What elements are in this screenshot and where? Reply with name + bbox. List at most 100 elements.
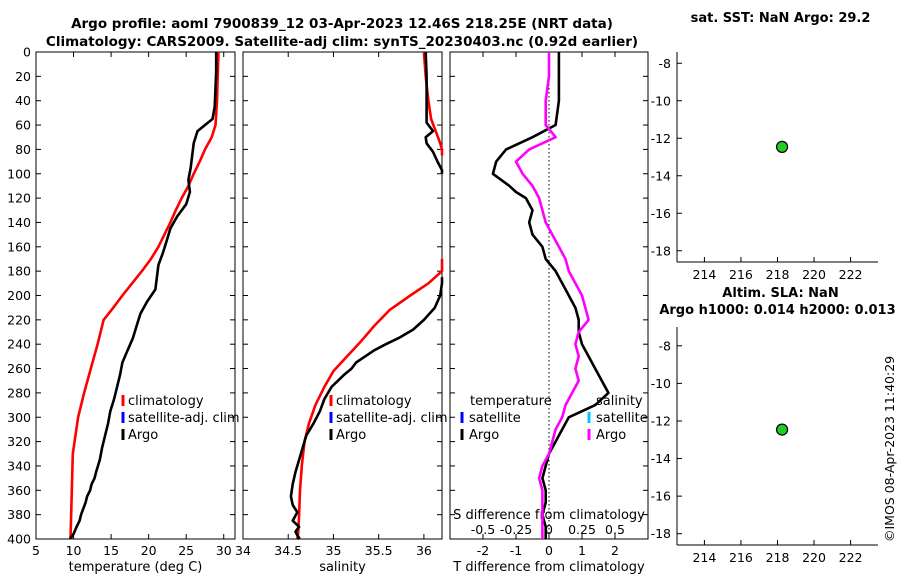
depth-tick-label: 360: [7, 483, 31, 498]
title-line-2: Climatology: CARS2009. Satellite-adj cli…: [46, 34, 638, 50]
depth-tick-label: 340: [7, 458, 31, 473]
sst_map-ytick-label: -14: [651, 168, 671, 183]
sst-map-panel: sat. SST: NaN Argo: 29.2 -8 -10 -12 -14 -16 -1…: [651, 11, 878, 282]
depth-tick-label: 120: [7, 191, 31, 206]
top-axis-label: S difference from climatology: [453, 508, 645, 523]
imos-timestamp: ©IMOS 08-Apr-2023 11:40:29: [882, 356, 897, 542]
depth-tick-label: 220: [7, 312, 31, 327]
temperature-legend-label: climatology: [128, 394, 204, 409]
sst_map-xtick-label: 218: [766, 267, 790, 282]
difference-panel: -2 -1 0 1 2 T difference from climatology S di…: [449, 51, 649, 575]
top-tick-label: 0.25: [568, 522, 596, 537]
salinity-xtick-label: 35.5: [365, 543, 393, 558]
depth-tick-label: 200: [7, 288, 31, 303]
salinity-legend-label: Argo: [336, 428, 366, 443]
difference-xtick-label: 1: [578, 543, 586, 558]
depth-tick-label: 180: [7, 264, 31, 279]
depth-tick-label: 40: [15, 93, 31, 108]
depth-tick-label: 20: [15, 69, 31, 84]
depth-tick-label: 400: [7, 532, 31, 547]
salinity-series-argo: [424, 51, 444, 174]
temperature-xtick-label: 30: [216, 543, 232, 558]
difference-series-s-diff-argo: [514, 52, 590, 539]
temperature-panel: 5 10 15 20 25 30 temperature (deg C) 0 20 40 60 80 1…: [7, 45, 239, 576]
depth-tick-label: 300: [7, 410, 31, 425]
temperature-xtick-label: 15: [103, 543, 119, 558]
sst_map-ytick-label: -8: [659, 56, 672, 71]
sst_map-argo-position-marker: [775, 140, 789, 153]
top-tick-label: -0.25: [500, 522, 532, 537]
temperature-xtick-label: 10: [66, 543, 82, 558]
sla_map-ytick-label: -16: [651, 489, 671, 504]
difference-xtick-label: 0: [545, 543, 553, 558]
legend-left-title: temperature: [470, 394, 552, 409]
temperature-xtick-label: 25: [178, 543, 194, 558]
legend-right-label: Argo: [596, 428, 626, 443]
temperature-xtick-label: 20: [141, 543, 157, 558]
sla_map-title2: Argo h1000: 0.014 h2000: 0.013: [659, 303, 895, 318]
depth-tick-label: 160: [7, 239, 31, 254]
sst_map-ytick-label: -16: [651, 206, 671, 221]
sst_map-ytick-label: -12: [651, 131, 671, 146]
sla_map-ytick-label: -18: [651, 526, 671, 541]
depth-tick-label: 240: [7, 337, 31, 352]
sst_map-ytick-label: -18: [651, 243, 671, 258]
legend-right-title: salinity: [596, 394, 643, 409]
salinity-series-climatology-deep: [296, 259, 444, 540]
depth-tick-label: 280: [7, 385, 31, 400]
sla-map-panel: Altim. SLA: NaN Argo h1000: 0.014 h2000: …: [651, 286, 896, 565]
sst_map-ytick-label: -10: [651, 93, 671, 108]
salinity-panel: 34 34.5 35 35.5 36 salinity climatology satelli…: [235, 51, 448, 575]
sla_map-ytick-label: -12: [651, 413, 671, 428]
legend-left-label: Argo: [469, 428, 499, 443]
sla_map-xtick-label: 214: [692, 550, 716, 565]
salinity-xtick-label: 36: [416, 543, 432, 558]
sla_map-xtick-label: 220: [802, 550, 826, 565]
temperature-legend-label: Argo: [128, 428, 158, 443]
difference-series-t-diff-argo: [491, 52, 610, 539]
sla_map-xtick-label: 218: [766, 550, 790, 565]
sla_map-ytick-label: -8: [659, 338, 672, 353]
sla_map-argo-position-marker: [775, 423, 789, 436]
difference-xtick-label: -2: [477, 543, 489, 558]
depth-tick-label: 320: [7, 434, 31, 449]
salinity-xtick-label: 34.5: [274, 543, 302, 558]
temperature-xtick-label: 5: [32, 543, 40, 558]
salinity-xtick-label: 35: [326, 543, 342, 558]
top-tick-label: -0.5: [471, 522, 495, 537]
depth-tick-label: 100: [7, 166, 31, 181]
difference-xlabel: T difference from climatology: [452, 560, 645, 575]
sla_map-xtick-label: 216: [729, 550, 753, 565]
title-line-1: Argo profile: aoml 7900839_12 03-Apr-202…: [71, 16, 613, 32]
depth-tick-label: 0: [23, 45, 31, 60]
top-tick-label: 0: [545, 522, 553, 537]
salinity-legend-label: satellite-adj. clim: [336, 411, 448, 426]
temperature-series-climatology: [69, 51, 220, 540]
sla_map-ytick-label: -10: [651, 376, 671, 391]
depth-tick-label: 260: [7, 361, 31, 376]
salinity-xtick-label: 34: [235, 543, 251, 558]
sla_map-ytick-label: -14: [651, 451, 671, 466]
difference-xtick-label: 2: [611, 543, 619, 558]
legend-left-label: satellite: [469, 411, 521, 426]
temperature-xlabel: temperature (deg C): [69, 560, 203, 575]
sst_map-title: sat. SST: NaN Argo: 29.2: [691, 11, 871, 26]
sst_map-xtick-label: 214: [692, 267, 716, 282]
sla_map-xtick-label: 222: [839, 550, 863, 565]
top-tick-label: 0.5: [605, 522, 625, 537]
sla_map-title: Altim. SLA: NaN: [722, 286, 838, 301]
depth-tick-label: 140: [7, 215, 31, 230]
sst_map-xtick-label: 222: [839, 267, 863, 282]
temperature-series-argo: [69, 52, 218, 540]
difference-xtick-label: -1: [510, 543, 522, 558]
legend-right-label: satellite: [596, 411, 648, 426]
depth-tick-label: 60: [15, 118, 31, 133]
salinity-legend-label: climatology: [336, 394, 412, 409]
salinity-series-argo-deep: [289, 277, 444, 541]
depth-tick-label: 380: [7, 507, 31, 522]
depth-tick-label: 80: [15, 142, 31, 157]
salinity-xlabel: salinity: [319, 560, 366, 575]
temperature-legend-label: satellite-adj. clim: [128, 411, 240, 426]
sst_map-xtick-label: 216: [729, 267, 753, 282]
